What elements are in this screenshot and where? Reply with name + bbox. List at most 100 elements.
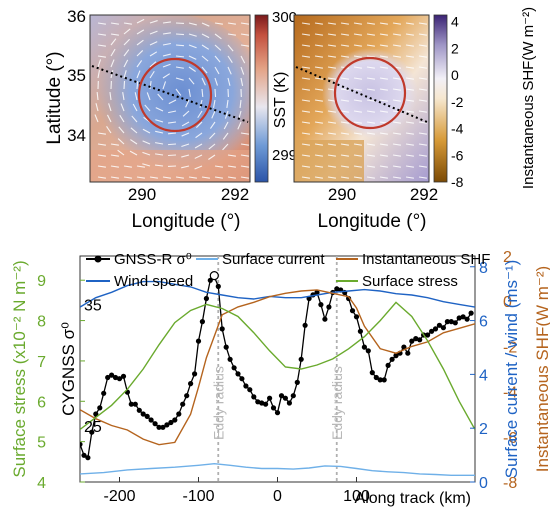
wind-vector-arrow bbox=[110, 33, 119, 36]
gnss-data-point bbox=[93, 411, 99, 417]
wind-vector-arrow bbox=[97, 70, 101, 79]
wind-vector-arrow bbox=[392, 33, 401, 36]
wind-vector-arrow bbox=[314, 22, 323, 25]
sst-xlabel: Longitude (°) bbox=[132, 211, 241, 232]
wind-vector-arrow bbox=[366, 22, 375, 25]
gnss-data-point bbox=[112, 374, 119, 381]
wind-vector-arrow bbox=[208, 154, 216, 160]
wind-vector-arrow bbox=[405, 22, 414, 25]
sst-xtick-290: 290 bbox=[128, 185, 156, 204]
shf-eddy-patch bbox=[322, 48, 418, 138]
gnss-data-point bbox=[172, 417, 178, 423]
wind-vector-arrow bbox=[379, 99, 388, 102]
gnss-data-point bbox=[326, 304, 332, 310]
wind-vector-arrow bbox=[366, 143, 375, 146]
wind-vector-arrow bbox=[418, 44, 427, 47]
wind-vector-arrow bbox=[327, 99, 336, 102]
gnss-data-point bbox=[409, 338, 415, 344]
wind-vector-arrow bbox=[392, 22, 401, 25]
wind-vector-arrow bbox=[214, 176, 223, 179]
wind-vector-arrow bbox=[327, 44, 336, 47]
wind-vector-arrow bbox=[353, 88, 362, 91]
wind-vector-arrow bbox=[353, 99, 362, 102]
shf-tick-label: -6 bbox=[503, 430, 517, 447]
along-track-chart: Eddy radius Eddy radius -200 -100 0 10045678… bbox=[10, 249, 550, 507]
shf-colorbar bbox=[433, 14, 448, 183]
shf-tick-label: 2 bbox=[503, 249, 512, 266]
wind-vector-arrow bbox=[366, 33, 375, 36]
gnss-data-point bbox=[195, 338, 202, 344]
wind-vector-arrow bbox=[314, 143, 323, 146]
wind-vector-arrow bbox=[155, 107, 164, 112]
wind-vector-arrow bbox=[327, 55, 336, 58]
gnss-data-point bbox=[464, 316, 470, 322]
cold-eddy-patch bbox=[93, 15, 250, 175]
gnss-data-point bbox=[180, 401, 186, 407]
wind-vectors-left bbox=[94, 18, 249, 179]
sst-ytick-36: 36 bbox=[67, 7, 86, 26]
wind-vector-arrow bbox=[379, 66, 388, 69]
wind-vector-arrow bbox=[142, 151, 151, 156]
wind-vector-arrow bbox=[130, 127, 138, 134]
wind-vector-arrow bbox=[405, 154, 414, 157]
wind-vector-arrow bbox=[418, 176, 427, 179]
series-line-instantaneous-shf bbox=[80, 289, 475, 446]
gnss-data-point bbox=[369, 370, 375, 376]
wind-vector-arrow bbox=[340, 77, 349, 80]
wind-vector-arrow bbox=[301, 121, 310, 124]
gnss-data-point bbox=[393, 353, 399, 359]
wind-vector-arrow bbox=[340, 55, 349, 58]
gnss-data-point bbox=[263, 401, 269, 407]
gnss-data-point bbox=[235, 371, 241, 377]
gnss-data-point bbox=[203, 295, 209, 302]
wind-vector-arrow bbox=[214, 77, 218, 86]
svg-text:Surface current: Surface current bbox=[222, 251, 325, 268]
wind-tick-label: 0 bbox=[479, 475, 488, 492]
wind-vector-arrow bbox=[201, 66, 208, 74]
wind-vector-arrow bbox=[97, 55, 106, 58]
gnss-data-point bbox=[429, 328, 435, 334]
wind-vector-arrow bbox=[353, 165, 362, 168]
wind-vector-arrow bbox=[327, 121, 336, 124]
shf-colorbar-tick: -4 bbox=[451, 121, 464, 137]
gnss-data-point bbox=[215, 283, 221, 289]
wind-vector-arrow bbox=[149, 51, 158, 57]
wind-vector-arrow bbox=[227, 66, 232, 75]
gnss-data-point bbox=[413, 336, 419, 342]
sst-ytick-34: 34 bbox=[67, 126, 86, 145]
gnss-data-point bbox=[385, 362, 391, 368]
wind-vector-arrow bbox=[314, 77, 323, 80]
wind-vector-arrow bbox=[136, 39, 144, 46]
wind-vector-arrow bbox=[314, 110, 323, 113]
wind-vector-arrow bbox=[418, 121, 427, 124]
shf-colorbar-tick: -2 bbox=[451, 94, 464, 110]
wind-vector-arrow bbox=[122, 92, 125, 101]
wind-vector-arrow bbox=[136, 60, 143, 68]
shf-tick-label: -2 bbox=[503, 339, 517, 356]
wind-vector-arrow bbox=[118, 126, 125, 134]
wind-vector-arrow bbox=[353, 132, 362, 135]
wind-vector-arrow bbox=[418, 99, 427, 102]
wind-vector-arrow bbox=[301, 88, 310, 91]
plot-frame bbox=[79, 255, 476, 483]
wind-vector-arrow bbox=[418, 66, 427, 69]
stress-tick-label: 7 bbox=[37, 354, 46, 371]
wind-vector-arrow bbox=[201, 77, 206, 86]
wind-vector-arrow bbox=[405, 99, 414, 102]
sst-ylabel: Latitude (°) bbox=[44, 51, 65, 144]
wind-vector-arrow bbox=[240, 55, 246, 64]
wind-vector-arrow bbox=[405, 33, 414, 36]
gnss-data-point bbox=[144, 413, 150, 419]
svg-text:Instantaneous SHF: Instantaneous SHF bbox=[362, 251, 490, 268]
wind-vector-arrow bbox=[379, 132, 388, 135]
wind-vector-arrow bbox=[157, 93, 164, 101]
shf-xlabel: Longitude (°) bbox=[318, 211, 427, 232]
wind-vector-arrow bbox=[379, 33, 388, 36]
wind-vector-arrow bbox=[405, 132, 414, 135]
series-line-wind-speed bbox=[80, 280, 475, 308]
wind-vector-arrow bbox=[162, 32, 171, 35]
gnss-data-point bbox=[373, 374, 379, 381]
wind-vector-arrow bbox=[227, 55, 233, 64]
gnss-data-point bbox=[109, 372, 115, 378]
wind-vector-arrow bbox=[212, 99, 216, 108]
